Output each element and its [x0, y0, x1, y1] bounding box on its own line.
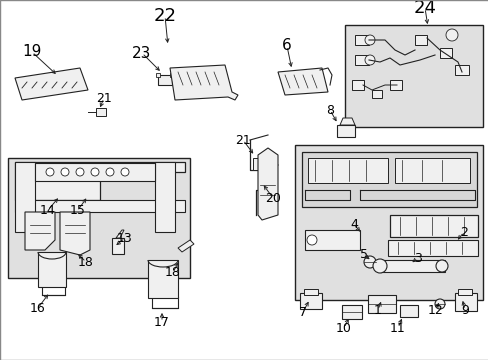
Circle shape — [435, 260, 447, 272]
Bar — [454, 293, 476, 311]
Polygon shape — [15, 162, 184, 200]
Bar — [96, 108, 106, 116]
Text: 12: 12 — [427, 303, 443, 316]
Bar — [170, 73, 174, 77]
Polygon shape — [25, 212, 55, 250]
Bar — [351, 80, 363, 90]
Polygon shape — [170, 65, 238, 100]
Bar — [454, 65, 468, 75]
Text: 21: 21 — [235, 134, 250, 147]
Bar — [148, 260, 178, 298]
Bar — [367, 295, 395, 313]
Bar — [371, 90, 381, 98]
Text: 9: 9 — [460, 303, 468, 316]
Circle shape — [363, 256, 375, 268]
Circle shape — [372, 259, 386, 273]
Bar — [155, 162, 175, 232]
Bar — [414, 35, 426, 45]
Circle shape — [91, 168, 99, 176]
Text: 23: 23 — [132, 45, 151, 60]
Text: 16: 16 — [30, 302, 46, 315]
Text: 3: 3 — [413, 252, 421, 265]
Text: 10: 10 — [335, 321, 351, 334]
Polygon shape — [60, 212, 90, 255]
Bar — [307, 158, 387, 183]
Bar — [354, 55, 368, 65]
Polygon shape — [178, 240, 194, 252]
Polygon shape — [68, 238, 84, 250]
Bar — [305, 230, 359, 250]
Text: 8: 8 — [325, 104, 333, 117]
Text: 22: 22 — [153, 7, 176, 25]
Bar — [15, 162, 35, 232]
Text: 1: 1 — [373, 303, 381, 316]
Bar — [8, 158, 190, 278]
Text: 20: 20 — [264, 192, 281, 204]
Bar — [457, 289, 471, 295]
Bar — [399, 305, 417, 317]
Circle shape — [46, 168, 54, 176]
Circle shape — [364, 35, 374, 45]
Text: 4: 4 — [349, 217, 357, 230]
Bar — [387, 240, 477, 256]
Bar — [394, 158, 469, 183]
Bar — [302, 152, 476, 207]
Circle shape — [61, 168, 69, 176]
Text: 15: 15 — [70, 203, 86, 216]
Text: 14: 14 — [40, 203, 56, 216]
Bar — [341, 305, 361, 319]
Bar — [379, 260, 444, 272]
Bar — [38, 252, 66, 287]
Circle shape — [76, 168, 84, 176]
Text: 24: 24 — [413, 0, 436, 17]
Circle shape — [445, 29, 457, 41]
Text: 17: 17 — [154, 315, 170, 328]
Bar — [389, 215, 477, 237]
Polygon shape — [116, 230, 124, 238]
Text: 11: 11 — [389, 321, 405, 334]
Bar — [294, 145, 482, 300]
Circle shape — [364, 55, 374, 65]
Text: 5: 5 — [359, 248, 367, 261]
Bar — [158, 75, 172, 85]
Bar — [439, 48, 451, 58]
Polygon shape — [258, 148, 278, 220]
Text: 18: 18 — [78, 256, 94, 269]
Text: 6: 6 — [282, 39, 291, 54]
Bar — [354, 35, 368, 45]
Circle shape — [106, 168, 114, 176]
Bar — [112, 238, 124, 254]
Polygon shape — [15, 68, 88, 100]
Bar — [336, 125, 354, 137]
Bar — [389, 80, 401, 90]
Circle shape — [306, 235, 316, 245]
Text: 13: 13 — [117, 231, 133, 244]
Bar — [15, 200, 184, 212]
Bar — [252, 158, 263, 170]
Text: 7: 7 — [298, 306, 306, 319]
Text: 18: 18 — [165, 266, 181, 279]
Circle shape — [434, 299, 444, 309]
Circle shape — [121, 168, 129, 176]
Text: 19: 19 — [22, 45, 41, 59]
Text: 2: 2 — [459, 225, 467, 238]
Bar — [156, 73, 160, 77]
Bar — [299, 293, 321, 309]
Bar — [345, 25, 482, 127]
Text: 21: 21 — [96, 91, 112, 104]
Polygon shape — [339, 118, 354, 125]
Bar — [304, 289, 317, 295]
Bar — [35, 163, 155, 181]
Polygon shape — [278, 68, 327, 95]
